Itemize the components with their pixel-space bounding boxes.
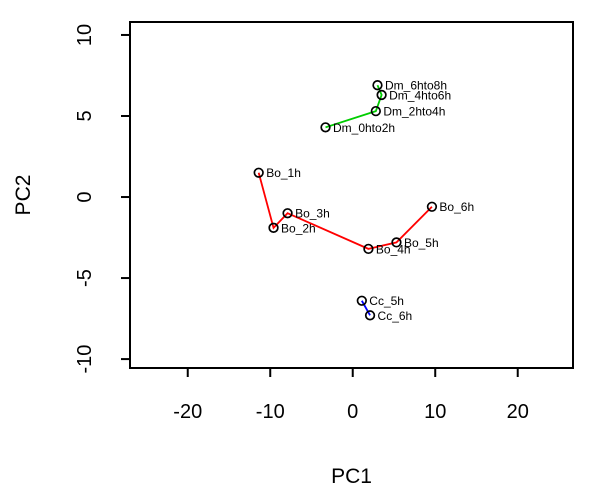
x-axis-title: PC1 (331, 465, 372, 488)
point-marker (391, 237, 402, 248)
series-line-dm (325, 84, 383, 129)
y-axis-tick-label: -5 (74, 269, 96, 287)
point-label: Bo_1h (266, 166, 301, 180)
point-marker (356, 295, 367, 306)
point-label: Bo_5h (404, 236, 439, 250)
point-marker (320, 122, 331, 133)
x-axis-tick-label: 0 (347, 401, 358, 423)
y-axis-tick-label: 10 (74, 24, 96, 46)
point-marker (282, 208, 293, 219)
point-label: Cc_5h (369, 294, 404, 308)
x-axis-tick-label: 10 (424, 401, 446, 423)
point-label: Bo_6h (439, 200, 474, 214)
point-marker (372, 80, 383, 91)
point-label: Cc_6h (378, 309, 413, 323)
point-marker (268, 222, 279, 233)
point-label: Bo_4h (376, 242, 411, 256)
point-label: Dm_0hto2h (333, 121, 395, 135)
point-label: Bo_3h (295, 207, 330, 221)
point-label: Dm_2hto4h (383, 105, 445, 119)
x-axis-tick-label: 20 (507, 401, 529, 423)
x-axis-tick-label: -10 (256, 401, 285, 423)
point-marker (363, 243, 374, 255)
point-marker (253, 167, 264, 178)
point-marker (426, 201, 438, 212)
y-axis-tick-label: 5 (74, 110, 96, 121)
point-label: Dm_6hto8h (385, 79, 447, 93)
series-line-cc (361, 300, 371, 316)
y-axis-title: PC2 (12, 175, 35, 216)
point-marker (364, 310, 376, 321)
point-marker (376, 89, 387, 101)
plot-border (129, 21, 574, 369)
series-line-bo (257, 172, 433, 250)
point-label: Dm_4hto6h (389, 88, 451, 102)
y-axis-tick-label: 0 (74, 191, 96, 202)
point-label: Bo_2h (281, 221, 316, 235)
x-axis-tick-label: -20 (173, 401, 202, 423)
y-axis-tick-label: -10 (74, 345, 96, 374)
point-marker (370, 105, 381, 117)
